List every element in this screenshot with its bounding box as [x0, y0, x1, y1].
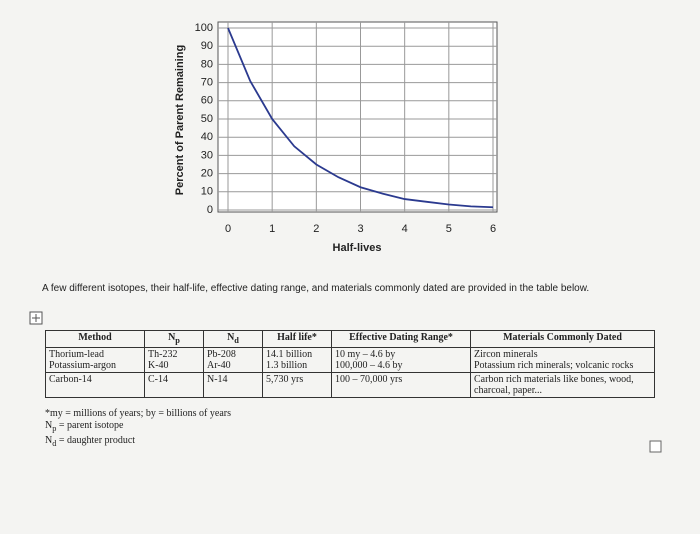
- table-cell: C-14: [144, 372, 204, 398]
- table-cell: Pb-208 Ar-40: [203, 347, 263, 373]
- table-cell: Carbon-14: [45, 372, 145, 398]
- cell-line: 10 my – 4.6 by: [335, 349, 396, 360]
- plot-frame: [217, 21, 498, 213]
- header-text: Materials Commonly Dated: [503, 332, 622, 343]
- cell-line: Zircon minerals: [474, 349, 538, 360]
- note-text: N: [45, 435, 53, 446]
- y-tick-label: 60: [201, 95, 213, 107]
- note-sub: p: [52, 424, 57, 433]
- notes: *my = millions of years; by = billions o…: [45, 408, 231, 450]
- table-handle-icon: [32, 314, 40, 322]
- table-cell: 100 – 70,000 yrs: [331, 372, 471, 398]
- table-cell: 14.1 billion 1.3 billion: [262, 347, 332, 373]
- header-text: N: [168, 332, 176, 343]
- note-text: N: [45, 420, 53, 431]
- note: *my = millions of years; by = billions o…: [45, 408, 231, 420]
- y-tick-label: 0: [207, 204, 213, 216]
- table-row: Carbon-14 C-14 N-14 5,730 yrs 100 – 70,000 y…: [45, 372, 655, 398]
- y-tick-label: 90: [201, 40, 213, 52]
- table-cell: 10 my – 4.6 by 100,000 – 4.6 by: [331, 347, 471, 373]
- table-cell: Thorium-lead Potassium-argon: [45, 347, 145, 373]
- table-cell: Th-232 K-40: [144, 347, 204, 373]
- header-cell: Effective Dating Range*: [331, 330, 471, 348]
- cell-line: Potassium rich minerals; volcanic rocks: [474, 360, 634, 371]
- cell-line: Carbon rich materials like bones, wood, …: [474, 374, 634, 396]
- y-tick-label: 20: [201, 168, 213, 180]
- cell-line: N-14: [207, 374, 228, 385]
- note-rest: = daughter product: [56, 435, 136, 446]
- cell-line: Carbon-14: [49, 374, 92, 385]
- intro-text: A few different isotopes, their half-lif…: [42, 283, 590, 294]
- header-cell: Method: [45, 330, 145, 348]
- y-tick-label: 30: [201, 149, 213, 161]
- y-tick-label: 40: [201, 131, 213, 143]
- cell-line: Ar-40: [207, 360, 231, 371]
- x-tick-label: 3: [357, 223, 363, 235]
- x-axis-label: Half-lives: [333, 242, 382, 254]
- note-text: *my = millions of years; by = billions o…: [45, 408, 231, 419]
- cell-line: 1.3 billion: [266, 360, 308, 371]
- isotope-table: Method Np Nd Half life* Effective Dating Ran…: [45, 330, 655, 398]
- x-tick-label: 4: [402, 223, 408, 235]
- x-tick-label: 1: [269, 223, 275, 235]
- y-tick-label: 70: [201, 77, 213, 89]
- cell-line: Th-232: [148, 349, 178, 360]
- note: Np = parent isotope: [45, 420, 231, 435]
- x-tick-label: 5: [446, 223, 452, 235]
- note-sub: d: [52, 439, 57, 448]
- y-tick-label: 10: [201, 186, 213, 198]
- x-tick-label: 2: [313, 223, 319, 235]
- header-cell: Half life*: [262, 330, 332, 348]
- cell-line: Pb-208: [207, 349, 236, 360]
- header-sub: d: [234, 336, 239, 345]
- table-cell: 5,730 yrs: [262, 372, 332, 398]
- table-cell: N-14: [203, 372, 263, 398]
- y-axis-label: Percent of Parent Remaining: [174, 45, 186, 195]
- x-tick-label: 0: [225, 223, 231, 235]
- checkbox[interactable]: [649, 440, 662, 453]
- y-tick-label: 50: [201, 113, 213, 125]
- header-cell: Np: [144, 330, 204, 348]
- cell-line: Thorium-lead: [49, 349, 104, 360]
- header-sub: p: [175, 336, 180, 345]
- cell-line: 14.1 billion: [266, 349, 313, 360]
- cell-line: 100 – 70,000 yrs: [335, 374, 403, 385]
- x-tick-label: 6: [490, 223, 496, 235]
- cell-line: 5,730 yrs: [266, 374, 304, 385]
- decay-curve: [227, 27, 494, 209]
- table-row: Thorium-lead Potassium-argon Th-232 K-40 Pb-…: [45, 347, 655, 373]
- cell-line: 100,000 – 4.6 by: [335, 360, 403, 371]
- table-cell: Zircon minerals Potassium rich minerals; …: [470, 347, 655, 373]
- table-cell: Carbon rich materials like bones, wood, …: [470, 372, 655, 398]
- header-cell: Materials Commonly Dated: [470, 330, 655, 348]
- header-text: Effective Dating Range*: [349, 332, 453, 343]
- note-rest: = parent isotope: [56, 420, 124, 431]
- note: Nd = daughter product: [45, 435, 231, 450]
- header-text: Half life*: [277, 332, 317, 343]
- y-tick-label: 80: [201, 58, 213, 70]
- cell-line: K-40: [148, 360, 169, 371]
- header-text: Method: [78, 332, 112, 343]
- y-tick-label: 100: [195, 22, 213, 34]
- header-cell: Nd: [203, 330, 263, 348]
- header-text: N: [227, 332, 235, 343]
- cell-line: Potassium-argon: [49, 360, 117, 371]
- cell-line: C-14: [148, 374, 168, 385]
